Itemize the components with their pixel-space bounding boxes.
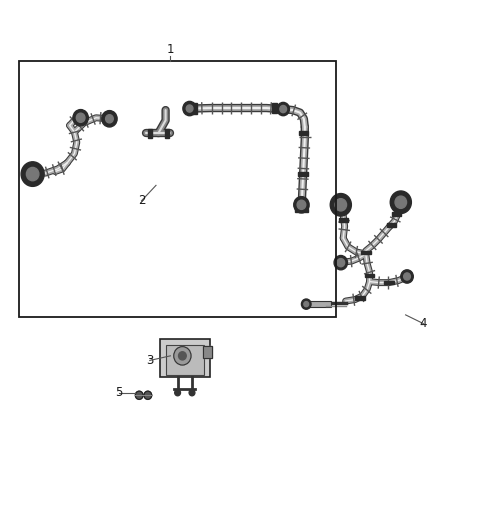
Bar (272, 103, 276, 113)
Text: 1: 1 (167, 43, 174, 56)
Bar (365, 273, 374, 278)
Circle shape (337, 259, 345, 267)
Circle shape (330, 194, 351, 216)
Circle shape (297, 200, 306, 209)
Circle shape (175, 390, 180, 396)
Circle shape (144, 391, 152, 399)
FancyBboxPatch shape (160, 339, 210, 377)
Circle shape (174, 347, 191, 365)
Circle shape (304, 302, 309, 307)
Bar (298, 172, 308, 176)
Circle shape (404, 273, 410, 280)
Bar (19, 61, 336, 317)
Bar (295, 205, 308, 208)
Bar (299, 131, 308, 135)
FancyBboxPatch shape (166, 345, 204, 375)
Bar (148, 129, 152, 138)
Circle shape (73, 110, 88, 126)
Circle shape (189, 390, 195, 396)
Bar (361, 250, 371, 254)
Circle shape (26, 167, 39, 181)
Circle shape (102, 111, 117, 127)
Bar (392, 212, 401, 216)
Text: 5: 5 (115, 386, 123, 399)
Circle shape (186, 105, 193, 112)
Circle shape (294, 197, 309, 213)
Bar (295, 209, 308, 212)
Bar (339, 218, 348, 222)
Circle shape (277, 102, 289, 116)
Circle shape (21, 162, 44, 186)
Circle shape (334, 255, 348, 270)
Text: 2: 2 (138, 194, 145, 207)
Circle shape (301, 299, 311, 309)
Bar (387, 223, 396, 227)
Bar (384, 281, 394, 285)
Bar (192, 103, 197, 114)
Circle shape (280, 105, 287, 113)
Circle shape (390, 191, 411, 214)
Circle shape (135, 391, 143, 399)
Circle shape (76, 113, 85, 122)
Bar (307, 301, 331, 307)
Circle shape (401, 270, 413, 283)
Circle shape (335, 199, 347, 211)
Bar (203, 346, 212, 358)
Circle shape (106, 115, 113, 123)
Bar (203, 346, 212, 358)
Bar (165, 129, 169, 138)
Circle shape (395, 196, 407, 208)
Text: 3: 3 (146, 354, 154, 367)
Circle shape (183, 101, 196, 116)
Bar (355, 296, 365, 300)
Text: 4: 4 (420, 317, 427, 330)
Circle shape (179, 352, 186, 360)
